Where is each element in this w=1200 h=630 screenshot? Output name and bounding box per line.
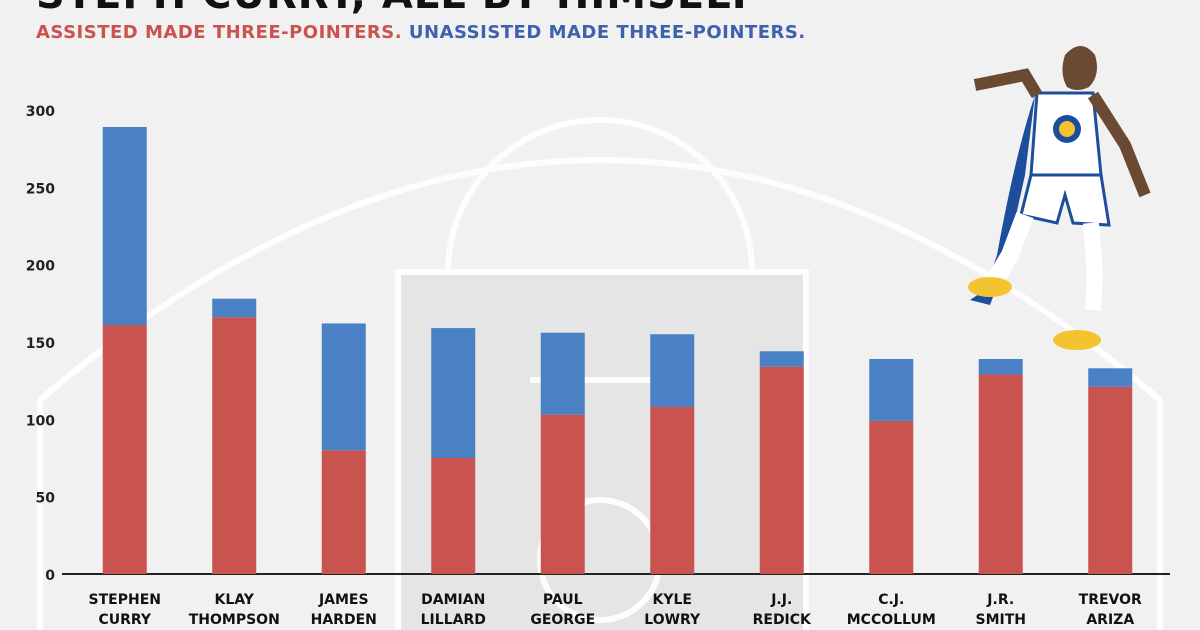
bar-assisted xyxy=(979,374,1023,574)
bar-unassisted xyxy=(322,323,366,450)
bar-assisted xyxy=(650,407,694,574)
bar-unassisted xyxy=(212,299,256,318)
bar-assisted xyxy=(1088,387,1132,574)
legend-assisted: ASSISTED MADE THREE-POINTERS. xyxy=(36,22,402,43)
bar-assisted xyxy=(760,367,804,574)
x-tick-label: LILLARD xyxy=(421,612,486,628)
x-tick-label: ARIZA xyxy=(1086,612,1134,628)
player-figure xyxy=(968,46,1145,350)
x-tick-label: STEPHEN xyxy=(89,592,161,608)
y-tick-label: 200 xyxy=(26,259,55,275)
bar-unassisted xyxy=(869,359,913,421)
bar-assisted xyxy=(212,317,256,574)
bar-unassisted xyxy=(1088,368,1132,387)
x-tick-label: PAUL xyxy=(543,592,583,608)
y-tick-label: 250 xyxy=(26,181,55,197)
y-tick-label: 300 xyxy=(26,104,55,120)
x-tick-label: JAMES xyxy=(318,592,369,608)
bar-unassisted xyxy=(760,351,804,366)
bar-assisted xyxy=(869,421,913,574)
y-tick-label: 150 xyxy=(26,336,55,352)
bar-assisted xyxy=(541,415,585,574)
y-tick-label: 100 xyxy=(26,413,55,429)
x-tick-label: KLAY xyxy=(215,592,255,608)
legend-unassisted: UNASSISTED MADE THREE-POINTERS. xyxy=(409,22,806,43)
bar-unassisted xyxy=(650,334,694,407)
x-tick-label: GEORGE xyxy=(530,612,595,628)
x-tick-label: J.J. xyxy=(770,592,792,608)
y-tick-label: 0 xyxy=(45,568,55,584)
y-tick-label: 50 xyxy=(36,491,56,507)
chart-title: STEPH CURRY, ALL BY HIMSELF xyxy=(36,0,760,18)
bar-assisted xyxy=(322,450,366,574)
x-tick-label: HARDEN xyxy=(311,612,377,628)
x-tick-label: C.J. xyxy=(878,592,904,608)
bar-assisted xyxy=(431,458,475,574)
x-tick-label: MCCOLLUM xyxy=(847,612,936,628)
x-tick-label: CURRY xyxy=(98,612,151,628)
x-tick-label: LOWRY xyxy=(644,612,701,628)
bar-unassisted xyxy=(431,328,475,458)
bar-unassisted xyxy=(103,127,147,325)
x-tick-label: SMITH xyxy=(976,612,1027,628)
x-tick-label: TREVOR xyxy=(1079,592,1142,608)
x-tick-label: THOMPSON xyxy=(189,612,280,628)
x-tick-label: DAMIAN xyxy=(421,592,485,608)
bar-unassisted xyxy=(541,333,585,415)
bar-unassisted xyxy=(979,359,1023,374)
x-tick-label: REDICK xyxy=(753,612,812,628)
bar-assisted xyxy=(103,325,147,574)
chart-subtitle: ASSISTED MADE THREE-POINTERS. UNASSISTED… xyxy=(36,22,806,43)
x-tick-label: KYLE xyxy=(653,592,692,608)
x-tick-label: J.R. xyxy=(986,592,1014,608)
